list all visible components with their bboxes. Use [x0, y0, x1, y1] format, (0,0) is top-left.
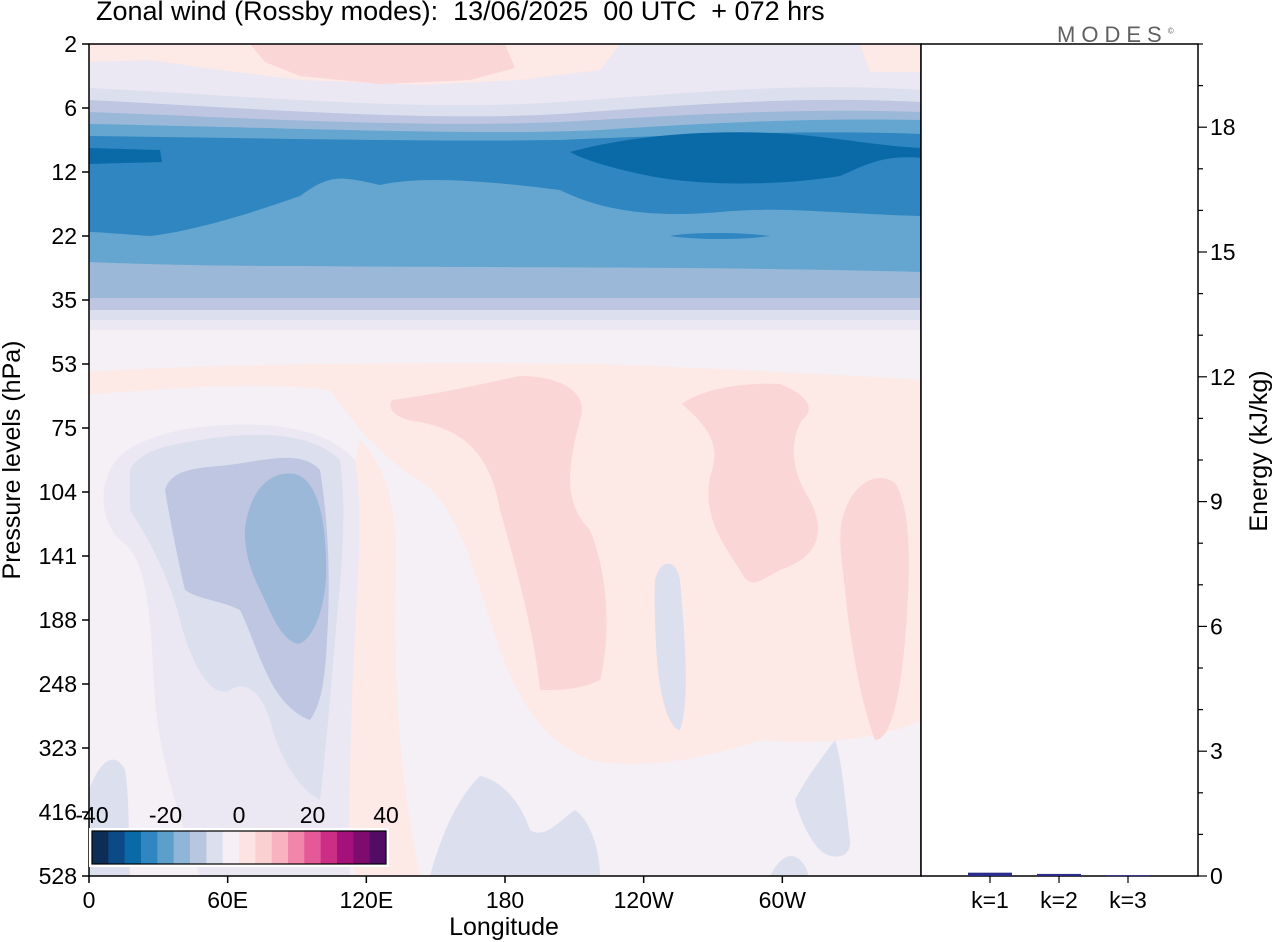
x-tick-label: 0 — [83, 887, 96, 913]
colorbar-swatch — [369, 831, 387, 864]
energy-bar-chart: k=1 k=2 k=3 0 3 6 9 12 15 18 — [920, 43, 1236, 913]
x-tick-label: 60W — [759, 887, 807, 913]
colorbar-tick-label: -40 — [75, 802, 108, 828]
energy-frame — [920, 43, 1199, 877]
colorbar-swatch — [108, 831, 126, 864]
contour-n10-column — [654, 563, 686, 730]
modes-logo: MODES© — [1057, 22, 1174, 47]
contour-n20-lobe — [244, 473, 327, 644]
energy-tick-label: 6 — [1210, 613, 1223, 639]
colorbar-swatch — [206, 831, 224, 864]
contour-n35-jet-right — [570, 132, 921, 184]
colorbar-swatch — [222, 831, 240, 864]
y-tick-label: 12 — [51, 159, 77, 185]
colorbar-swatch — [271, 831, 289, 864]
energy-bar — [1106, 875, 1150, 877]
colorbar-swatch — [337, 831, 354, 864]
energy-axis-label: Energy (kJ/kg) — [1245, 370, 1273, 531]
y-tick-label: 6 — [64, 95, 77, 121]
y-tick-label: 141 — [39, 543, 77, 569]
colorbar-tick-label: 0 — [233, 802, 246, 828]
contour-p5-band-mid — [89, 363, 921, 764]
zonal-wind-contour-plot — [89, 44, 921, 876]
y-tick-label: 528 — [39, 863, 77, 889]
colorbar-swatch — [173, 831, 191, 864]
colorbar-swatch — [190, 831, 207, 864]
contour-n10-lower-right — [795, 740, 851, 857]
y-tick-label: 22 — [51, 223, 77, 249]
x-axis-label: Longitude — [449, 913, 559, 941]
contour-p10-top — [250, 44, 515, 84]
colorbar-swatch — [92, 831, 109, 864]
contour-p10-tongue-1 — [390, 376, 607, 690]
x-tick-label: 60E — [207, 887, 248, 913]
energy-category-label: k=3 — [1109, 887, 1147, 913]
contour-p10-tongue-3 — [840, 478, 909, 740]
chart-title: Zonal wind (Rossby modes): 13/06/2025 00… — [96, 0, 825, 26]
y-axis-label: Pressure levels (hPa) — [0, 341, 26, 580]
colorbar-swatch — [353, 831, 371, 864]
colorbar-tick-label: 40 — [373, 802, 399, 828]
energy-tick-label: 15 — [1210, 239, 1236, 265]
energy-tick-label: 3 — [1210, 738, 1223, 764]
energy-tick-label: 12 — [1210, 364, 1236, 390]
energy-category-label: k=1 — [971, 887, 1009, 913]
energy-tick-label: 0 — [1210, 863, 1223, 889]
y-tick-label: 323 — [39, 735, 77, 761]
logo-text: MODES — [1057, 22, 1168, 47]
colorbar-swatch — [255, 831, 273, 864]
y-tick-label: 248 — [39, 671, 77, 697]
colorbar-frame — [91, 830, 387, 865]
contour-p5-lower-left — [346, 440, 420, 876]
y-tick-label: 188 — [39, 607, 77, 633]
contour-n35-jet-left — [89, 148, 162, 164]
colorbar-swatch — [157, 831, 175, 864]
x-tick-label: 120W — [614, 887, 674, 913]
energy-bar — [1037, 873, 1081, 876]
colorbar-swatch — [304, 831, 322, 864]
energy-bar — [968, 872, 1012, 876]
y-tick-label: 35 — [51, 287, 77, 313]
colorbar-swatch — [288, 831, 305, 864]
energy-tick-label: 18 — [1210, 114, 1236, 140]
y-tick-label: 53 — [51, 351, 77, 377]
colorbar: -40 -20 0 20 40 — [75, 802, 399, 867]
y-tick-label: 104 — [39, 479, 78, 505]
contour-n10-lower-corner — [770, 855, 808, 876]
x-tick-label: 180 — [486, 887, 524, 913]
colorbar-swatch — [320, 831, 338, 864]
y-tick-label: 75 — [51, 415, 77, 441]
y-tick-label: 2 — [64, 31, 77, 57]
energy-category-label: k=2 — [1040, 887, 1078, 913]
colorbar-swatch — [239, 831, 256, 864]
energy-tick-label: 9 — [1210, 489, 1223, 515]
contour-n30-patch — [670, 233, 770, 239]
contour-p5-top-right — [860, 44, 921, 72]
colorbar-tick-label: 20 — [300, 802, 326, 828]
colorbar-tick-label: -20 — [149, 802, 182, 828]
colorbar-swatch — [124, 831, 142, 864]
contour-p10-tongue-2 — [682, 383, 819, 583]
y-tick-label: 416 — [39, 799, 77, 825]
contour-n10-lower-mid — [430, 776, 600, 876]
colorbar-swatch — [141, 831, 158, 864]
x-tick-label: 120E — [339, 887, 393, 913]
